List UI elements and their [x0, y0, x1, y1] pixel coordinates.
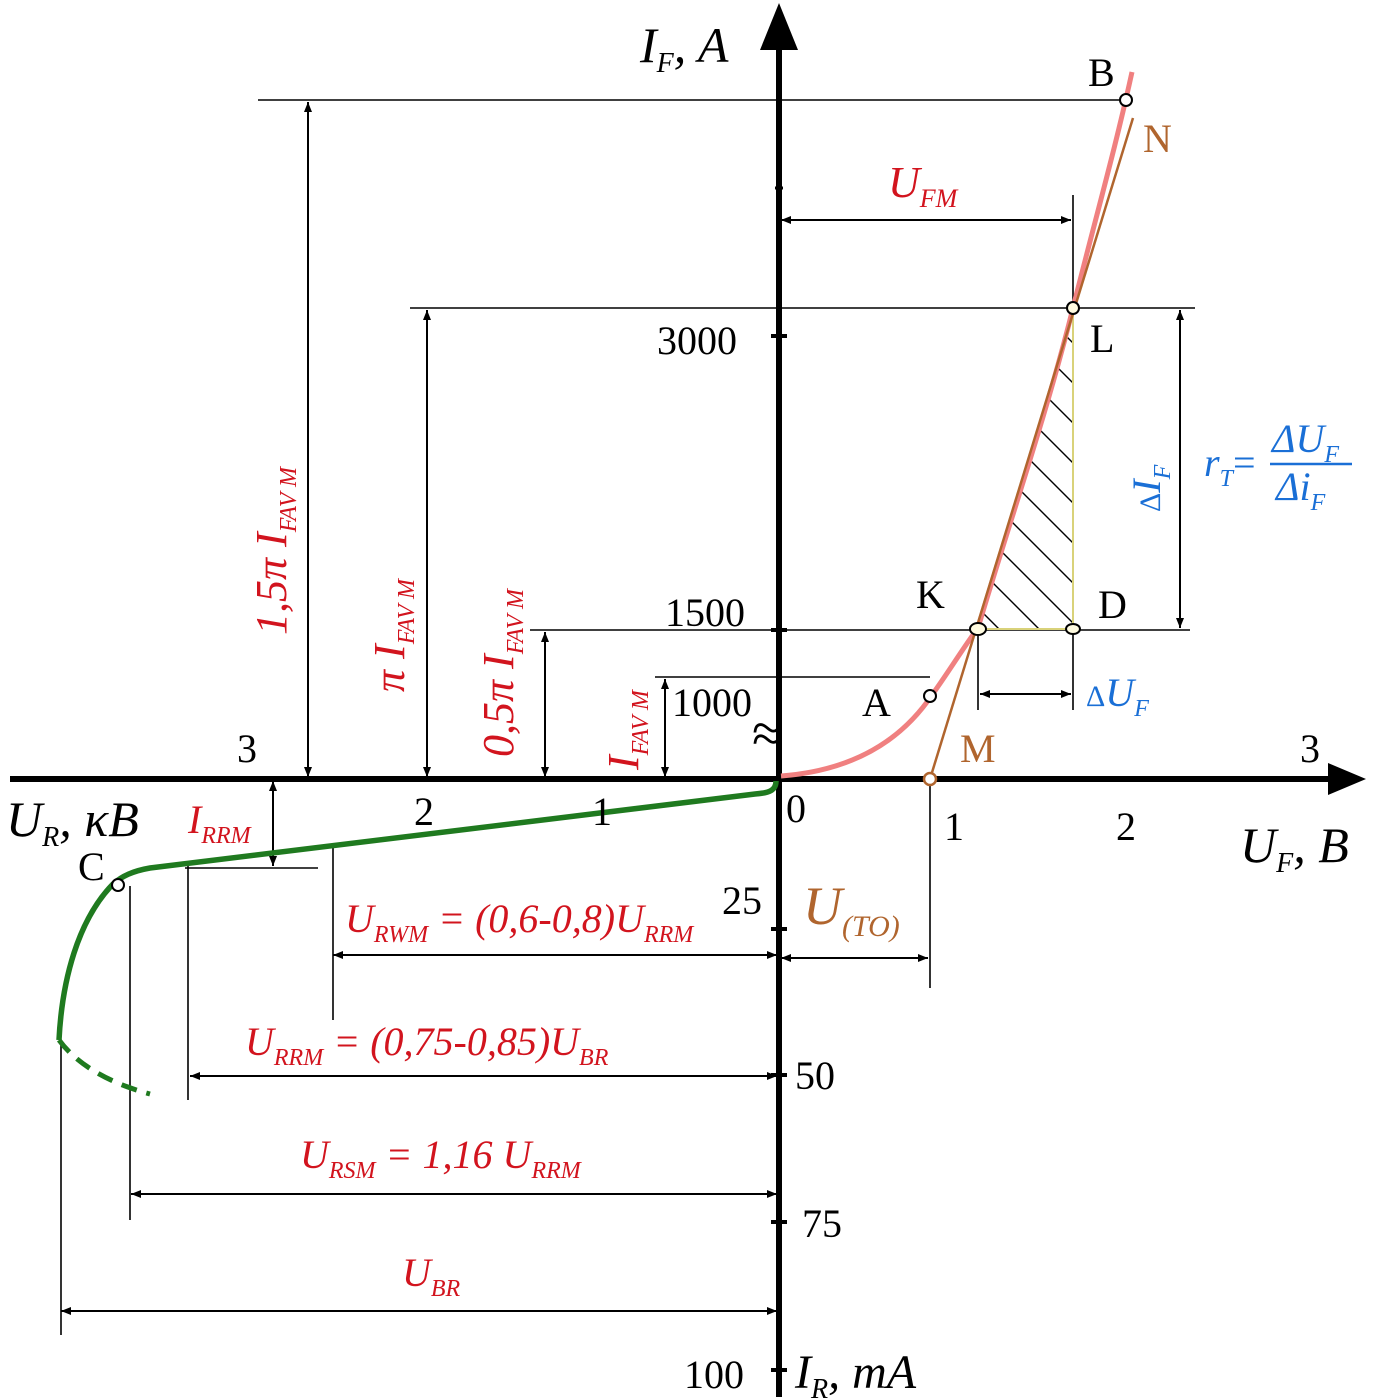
- ur-axis-title: UR, κB: [6, 791, 139, 853]
- ifavm-label: IFAV M: [599, 688, 654, 771]
- ir-tick-100: 100: [684, 1352, 744, 1397]
- reverse-labels: IRRM URWM = (0,6-0,8)URRM URRM = (0,75-0…: [187, 797, 695, 1302]
- if-tick-3000: 3000: [657, 318, 737, 363]
- half-pi-ifavm-label: 0,5π IFAV M: [474, 587, 529, 757]
- if-axis-arrowhead: [760, 3, 798, 50]
- tick-labels: 0 ≈ 1 2 3 1 2 3 1000 1500 3000 25 50 75 …: [237, 318, 1320, 1397]
- ur-tick-1: 1: [592, 789, 612, 834]
- axis-break-mark: ≈: [752, 703, 783, 765]
- point-k-label: K: [916, 572, 945, 617]
- forward-reference-lines: [258, 99, 1195, 988]
- onehalf-pi-ifavm-label: 1,5π IFAV M: [247, 465, 302, 635]
- point-d-label: D: [1098, 582, 1127, 627]
- point-markers: [111, 93, 1133, 892]
- dimension-arrows: [61, 102, 1184, 1315]
- uf-tick-1: 1: [944, 804, 964, 849]
- rt-symbol: rT=: [1204, 440, 1256, 492]
- delta-uf-label: ΔUF: [1086, 670, 1149, 722]
- point-n-label: N: [1143, 116, 1172, 161]
- uf-tick-3: 3: [1300, 726, 1320, 771]
- ursm-label: URSM = 1,16 URRM: [300, 1132, 583, 1184]
- if-axis-title: IF, A: [639, 17, 729, 79]
- hatched-triangle: [978, 308, 1074, 630]
- tangent-line-mn: [928, 117, 1135, 780]
- forward-labels: UFM U(TO) ΔUF ΔIF rT= ΔUF ΔiF 1,5π IFAV …: [247, 158, 1352, 943]
- point-b-label: B: [1088, 50, 1115, 95]
- delta-if-label: ΔIF: [1124, 464, 1176, 512]
- ir-axis-title: IR, mA: [794, 1346, 917, 1400]
- reverse-curve-dashed: [56, 1038, 151, 1097]
- ir-tick-50: 50: [795, 1053, 835, 1098]
- pi-ifavm-label: π IFAV M: [365, 577, 420, 692]
- point-a-marker: [923, 689, 937, 703]
- ufm-label: UFM: [888, 158, 959, 213]
- ur-tick-2: 2: [414, 789, 434, 834]
- point-k-marker: [969, 622, 987, 636]
- point-letters: B N L K D A M C: [78, 50, 1172, 889]
- point-m-label: M: [960, 726, 996, 771]
- urwm-label: URWM = (0,6-0,8)URRM: [345, 896, 695, 948]
- ur-tick-3: 3: [237, 726, 257, 771]
- reverse-reference-lines: [60, 848, 334, 1335]
- point-l-label: L: [1090, 316, 1114, 361]
- uf-axis-title: UF, B: [1240, 817, 1349, 879]
- if-tick-1500: 1500: [665, 590, 745, 635]
- ir-tick-75: 75: [802, 1201, 842, 1246]
- ir-tick-25: 25: [722, 878, 762, 923]
- uto-label: U(TO): [803, 876, 900, 943]
- irrm-label: IRRM: [187, 797, 253, 849]
- rt-formula: rT= ΔUF ΔiF: [1204, 416, 1352, 516]
- point-l-marker: [1066, 301, 1080, 315]
- point-a-label: A: [862, 680, 891, 725]
- point-d-marker: [1065, 623, 1081, 635]
- if-tick-1000: 1000: [672, 680, 752, 725]
- point-c-marker: [111, 878, 125, 892]
- urrm-label: URRM = (0,75-0,85)UBR: [245, 1019, 609, 1071]
- origin-label: 0: [786, 786, 806, 831]
- forward-curve: [780, 71, 1135, 779]
- point-c-label: C: [78, 844, 105, 889]
- point-b-marker: [1119, 93, 1133, 107]
- uf-tick-2: 2: [1116, 804, 1136, 849]
- rt-denominator: ΔiF: [1274, 464, 1326, 516]
- ubr-label: UBR: [402, 1250, 461, 1302]
- axis-titles: IF, A UF, B UR, κB IR, mA: [6, 17, 1349, 1400]
- rt-numerator: ΔUF: [1270, 416, 1339, 468]
- uf-axis-arrowhead: [1328, 763, 1366, 795]
- point-m-marker: [922, 771, 938, 787]
